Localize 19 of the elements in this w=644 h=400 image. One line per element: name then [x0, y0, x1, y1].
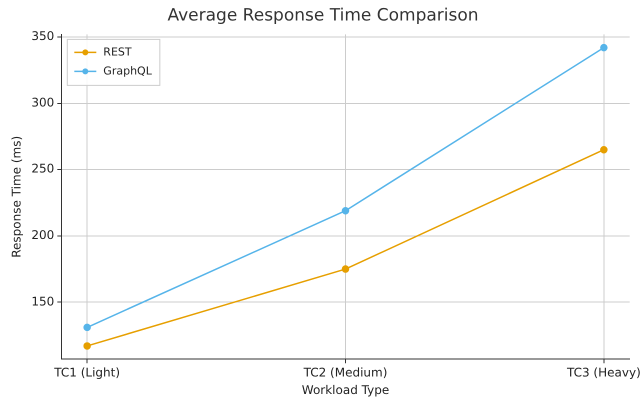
- point: [83, 324, 91, 332]
- point: [83, 342, 91, 350]
- x-tick-label: TC1 (Light): [53, 366, 120, 380]
- x-tick-label: TC2 (Medium): [302, 366, 388, 380]
- point: [600, 44, 608, 52]
- y-tick-label: 350: [31, 29, 54, 44]
- y-tick-label: 250: [31, 162, 54, 176]
- y-tick-label: 150: [31, 294, 54, 308]
- point: [342, 206, 350, 214]
- legend-label: GraphQL: [103, 64, 153, 78]
- x-axis-title: Workload Type: [302, 382, 390, 397]
- y-axis-title: Response Time (ms): [9, 136, 24, 258]
- point: [600, 146, 608, 154]
- y-tick-label: 300: [31, 95, 54, 110]
- legend-label: REST: [103, 45, 132, 58]
- chart-title: Average Response Time Comparison: [167, 6, 479, 26]
- point: [342, 265, 350, 273]
- x-tick-label: TC3 (Heavy): [566, 366, 641, 380]
- y-tick-label: 200: [31, 228, 54, 242]
